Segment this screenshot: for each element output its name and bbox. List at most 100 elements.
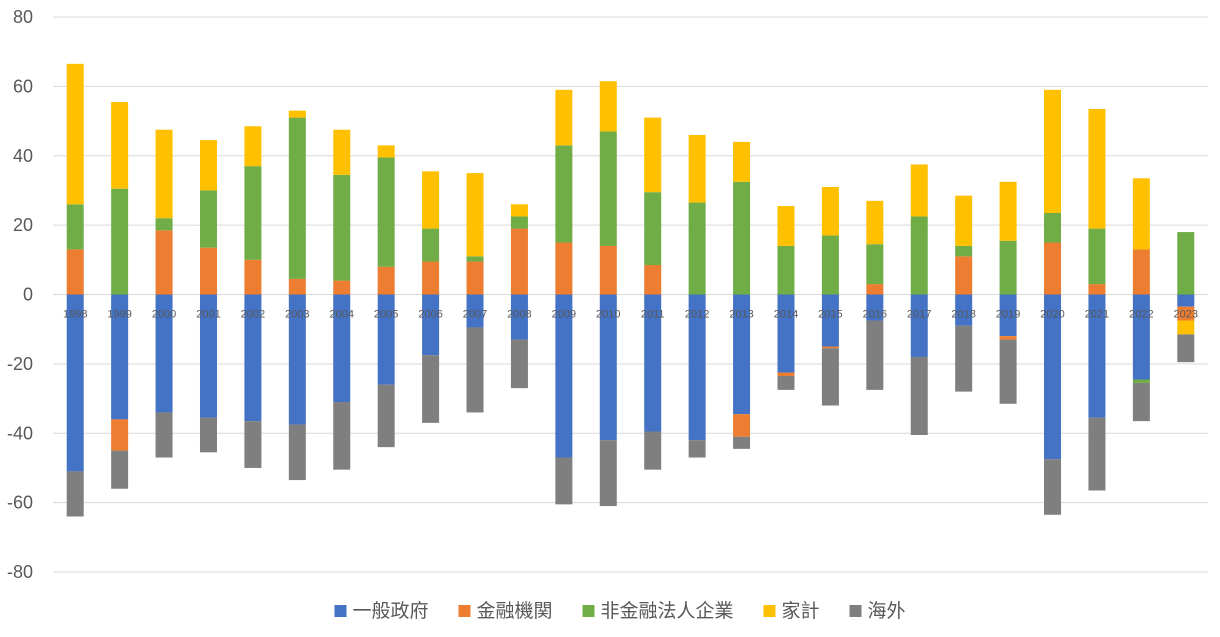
bar-segment-2022-series-2 — [1132, 379, 1150, 383]
legend-label: 家計 — [782, 600, 820, 622]
bar-segment-2003-series-0 — [288, 294, 306, 425]
bar-segment-2008-series-3 — [510, 204, 528, 217]
x-tick-label: 2010 — [596, 309, 620, 321]
bar-segment-2021-series-0 — [1088, 294, 1106, 418]
legend-item: 家計 — [763, 600, 820, 622]
bar-segment-2014-series-2 — [777, 245, 795, 295]
bar-segment-2011-series-4 — [644, 431, 662, 470]
bar-segment-2013-series-4 — [733, 436, 751, 449]
bar-segment-2009-series-4 — [555, 457, 573, 505]
gridlines — [53, 16, 1208, 573]
legend-label: 非金融法人企業 — [601, 600, 734, 622]
bar-segment-2015-series-3 — [821, 186, 839, 236]
bar-segment-2014-series-0 — [777, 294, 795, 373]
bar-segment-2003-series-1 — [288, 278, 306, 295]
bar-segment-2022-series-3 — [1132, 178, 1150, 250]
x-tick-label: 2005 — [374, 309, 398, 321]
y-tick-label: 60 — [13, 76, 33, 96]
legend-swatch — [763, 605, 776, 617]
y-tick-label: -40 — [7, 423, 33, 443]
bar-segment-2005-series-1 — [377, 266, 395, 295]
y-tick-label: -20 — [7, 354, 33, 374]
bar-segment-2019-series-1 — [999, 336, 1017, 340]
bar-segment-2009-series-2 — [555, 145, 573, 243]
bar-segment-2015-series-4 — [821, 348, 839, 406]
bar-segment-2002-series-4 — [244, 421, 262, 468]
bar-segment-2012-series-0 — [688, 294, 706, 441]
bar-segment-2015-series-0 — [821, 294, 839, 347]
bar-segment-2002-series-3 — [244, 126, 262, 167]
bar-segment-2005-series-2 — [377, 157, 395, 267]
bar-segment-2007-series-4 — [466, 327, 484, 413]
bar-segment-2002-series-0 — [244, 294, 262, 422]
bar-segment-2012-series-2 — [688, 202, 706, 295]
bar-segment-2009-series-1 — [555, 242, 573, 295]
legend-item: 海外 — [849, 600, 906, 622]
x-tick-label: 2009 — [552, 309, 576, 321]
x-tick-label: 2008 — [507, 309, 531, 321]
bar-segment-1998-series-3 — [66, 63, 84, 205]
x-tick-label: 2021 — [1085, 309, 1109, 321]
bar-segment-1998-series-1 — [66, 249, 84, 295]
legend-swatch — [849, 605, 862, 617]
bar-segment-2018-series-1 — [955, 256, 973, 295]
bar-segment-2021-series-4 — [1088, 417, 1106, 491]
legend-swatch — [582, 605, 595, 617]
x-tick-label: 2020 — [1040, 309, 1064, 321]
bar-segment-2004-series-4 — [333, 402, 351, 470]
bar-segment-2016-series-1 — [866, 284, 884, 295]
x-tick-label: 2017 — [907, 309, 931, 321]
bar-segment-1999-series-3 — [111, 101, 129, 189]
x-tick-label: 2004 — [330, 309, 354, 321]
bar-segment-2011-series-1 — [644, 265, 662, 295]
bar-segment-2013-series-0 — [733, 294, 751, 415]
y-tick-label: -60 — [7, 493, 33, 513]
bar-segment-2005-series-4 — [377, 384, 395, 448]
bar-segment-2017-series-2 — [910, 216, 928, 295]
bar-segment-2013-series-3 — [733, 141, 751, 182]
bar-segment-2023-series-1 — [1177, 306, 1195, 321]
bar-segment-2010-series-2 — [599, 131, 617, 246]
bar-segment-2021-series-2 — [1088, 228, 1106, 285]
bar-segment-2010-series-3 — [599, 81, 617, 132]
legend-swatch — [458, 605, 471, 617]
bar-segment-2016-series-3 — [866, 200, 884, 245]
bar-segment-2017-series-4 — [910, 356, 928, 435]
legend-label: 海外 — [868, 600, 906, 622]
x-tick-label: 2002 — [241, 309, 265, 321]
bar-segment-2013-series-2 — [733, 181, 751, 295]
bar-segment-2023-series-4 — [1177, 334, 1195, 363]
bar-segment-2017-series-3 — [910, 164, 928, 217]
bar-segment-1998-series-2 — [66, 204, 84, 250]
y-tick-label: 80 — [13, 7, 33, 27]
x-tick-label: 1998 — [63, 309, 87, 321]
legend-item: 金融機関 — [458, 600, 553, 622]
bar-segment-2009-series-0 — [555, 294, 573, 458]
bar-segment-1999-series-0 — [111, 294, 129, 420]
bar-segment-1999-series-1 — [111, 419, 129, 451]
bar-segment-2006-series-1 — [422, 261, 440, 295]
x-tick-label: 2000 — [152, 309, 176, 321]
legend-swatch — [334, 605, 347, 617]
bar-segment-2008-series-0 — [510, 294, 528, 340]
bar-segment-2023-series-0 — [1177, 294, 1195, 307]
bar-segment-2000-series-3 — [155, 129, 173, 219]
y-tick-label: -80 — [7, 562, 33, 582]
bar-segment-2015-series-1 — [821, 346, 839, 349]
x-tick-label: 2019 — [996, 309, 1020, 321]
bar-segment-2021-series-1 — [1088, 284, 1106, 295]
bar-segment-2001-series-0 — [199, 294, 217, 418]
bar-segment-1999-series-2 — [111, 188, 129, 295]
bar-segment-2019-series-2 — [999, 240, 1017, 295]
y-tick-label: 20 — [13, 215, 33, 235]
bar-segment-2001-series-1 — [199, 247, 217, 295]
bar-segment-2019-series-4 — [999, 339, 1017, 404]
x-tick-label: 2023 — [1174, 309, 1198, 321]
bar-segment-2007-series-0 — [466, 294, 484, 328]
y-tick-label: 0 — [23, 285, 33, 305]
bar-segment-2018-series-2 — [955, 245, 973, 257]
bar-segment-2022-series-0 — [1132, 294, 1150, 380]
bar-segment-2002-series-1 — [244, 259, 262, 295]
